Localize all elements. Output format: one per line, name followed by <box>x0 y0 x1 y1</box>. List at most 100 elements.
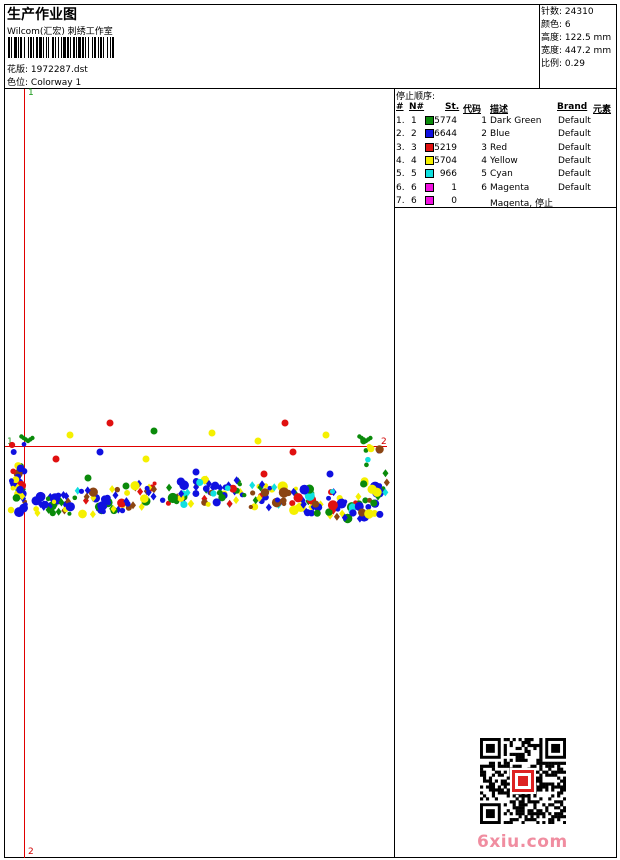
page-title: 生产作业图 <box>7 7 77 23</box>
cell-brand: Default <box>558 169 591 180</box>
cell-desc: Cyan <box>490 169 513 180</box>
col-header-brand: Brand <box>557 102 588 112</box>
stat-stitches: 针数: 24310 <box>541 6 611 19</box>
stat-value: 122.5 mm <box>564 33 612 43</box>
cell-num: 6. <box>396 182 405 193</box>
table-row: 1. 1 5774 1 Dark Green Default <box>395 116 617 129</box>
cell-brand: Default <box>558 116 591 126</box>
panel-divider <box>394 88 395 858</box>
color-swatch <box>425 142 434 152</box>
cell-st: 6644 <box>434 129 457 140</box>
cell-st: 5704 <box>434 155 457 166</box>
marker-top: 1 <box>28 88 34 98</box>
cell-desc: Magenta, 停止 <box>490 198 554 209</box>
cell-st: 5219 <box>434 142 457 153</box>
stat-height: 高度: 122.5 mm <box>541 32 611 45</box>
cell-num: 4. <box>396 155 405 166</box>
table-title: 停止顺序: <box>396 92 436 102</box>
color-swatch <box>425 155 434 165</box>
cell-code: 5 <box>481 169 487 180</box>
stat-label: 针数: <box>541 7 563 17</box>
cell-n: 3 <box>411 142 417 153</box>
col-header-n: N# <box>409 102 425 112</box>
cell-code: 3 <box>481 142 487 153</box>
barcode <box>8 37 140 58</box>
cell-desc: Dark Green <box>490 116 542 126</box>
header-divider <box>4 88 617 89</box>
stat-colors: 颜色: 6 <box>541 19 611 32</box>
table-row: 5. 5 966 5 Cyan Default <box>395 169 617 182</box>
color-swatch <box>425 129 434 139</box>
cell-n: 6 <box>411 182 417 193</box>
table-row: 6. 6 1 6 Magenta Default <box>395 182 617 196</box>
table-row: 4. 4 5704 4 Yellow Default <box>395 155 617 169</box>
cell-st: 966 <box>439 169 457 180</box>
cell-num: 3. <box>396 142 405 153</box>
cell-n: 2 <box>411 129 417 140</box>
watermark-logo: 6xiu.com <box>477 832 568 852</box>
color-swatch <box>425 169 434 179</box>
cell-n: 1 <box>411 116 417 126</box>
cell-code: 1 <box>481 116 487 126</box>
qr-code <box>480 738 566 824</box>
embroidery-design <box>7 419 390 524</box>
cell-desc: Red <box>490 142 508 153</box>
stat-scale: 比例: 0.29 <box>541 58 611 71</box>
stat-label: 宽度: <box>541 46 563 56</box>
colorway-value: Colorway 1 <box>30 78 82 88</box>
cell-code: 6 <box>481 182 487 193</box>
col-header-element: 元素 <box>593 105 612 115</box>
cell-desc: Yellow <box>490 155 518 166</box>
stat-label: 高度: <box>541 33 563 43</box>
stat-value: 0.29 <box>564 59 585 69</box>
stat-value: 447.2 mm <box>564 46 612 56</box>
cell-st: 0 <box>451 195 457 206</box>
colorway-label: 色位: <box>7 78 29 88</box>
design-value: 1972287.dst <box>30 65 88 75</box>
cell-st: 1 <box>451 182 457 193</box>
cell-brand: Default <box>558 155 591 166</box>
stat-label: 颜色: <box>541 20 563 30</box>
cell-desc: Magenta <box>490 182 530 193</box>
cell-code: 2 <box>481 129 487 140</box>
stat-value: 24310 <box>564 7 594 17</box>
company-name: Wilcom(汇宏) 刺绣工作室 <box>7 27 113 37</box>
stats-divider <box>539 4 540 88</box>
color-swatch <box>425 182 434 192</box>
cell-brand: Default <box>558 129 591 140</box>
cell-desc: Blue <box>490 129 510 140</box>
cell-code: 4 <box>481 155 487 166</box>
table-row: 2. 2 6644 2 Blue Default <box>395 129 617 142</box>
marker-bottom: 2 <box>28 847 34 857</box>
cell-num: 2. <box>396 129 405 140</box>
cell-num: 1. <box>396 116 405 126</box>
cell-brand: Default <box>558 182 591 193</box>
table-row: 7. 6 0 Magenta, 停止 <box>395 195 617 209</box>
cell-num: 5. <box>396 169 405 180</box>
sheet-frame <box>4 4 617 858</box>
col-header-st: St. <box>445 102 460 112</box>
stat-value: 6 <box>564 20 571 30</box>
cell-n: 6 <box>411 195 417 206</box>
color-swatch <box>425 116 434 125</box>
cell-num: 7. <box>396 195 405 206</box>
color-swatch <box>425 195 434 205</box>
cell-brand: Default <box>558 142 591 153</box>
marker-left: 1 <box>7 437 13 447</box>
col-header-code: 代码 <box>463 105 482 115</box>
design-label: 花版: <box>7 65 29 75</box>
cell-n: 5 <box>411 169 417 180</box>
stat-label: 比例: <box>541 59 563 69</box>
marker-right: 2 <box>381 437 387 447</box>
cell-n: 4 <box>411 155 417 166</box>
col-header-num: # <box>396 102 404 112</box>
table-row: 3. 3 5219 3 Red Default <box>395 142 617 156</box>
table-divider <box>394 207 617 208</box>
horizontal-guide <box>5 446 387 447</box>
colorway: 色位: Colorway 1 <box>7 75 81 88</box>
design-file: 花版: 1972287.dst <box>7 62 88 75</box>
col-header-desc: 描述 <box>490 105 509 115</box>
cell-st: 5774 <box>434 116 457 126</box>
design-stats: 针数: 24310 颜色: 6 高度: 122.5 mm 宽度: 447.2 m… <box>541 6 611 71</box>
stat-width: 宽度: 447.2 mm <box>541 45 611 58</box>
